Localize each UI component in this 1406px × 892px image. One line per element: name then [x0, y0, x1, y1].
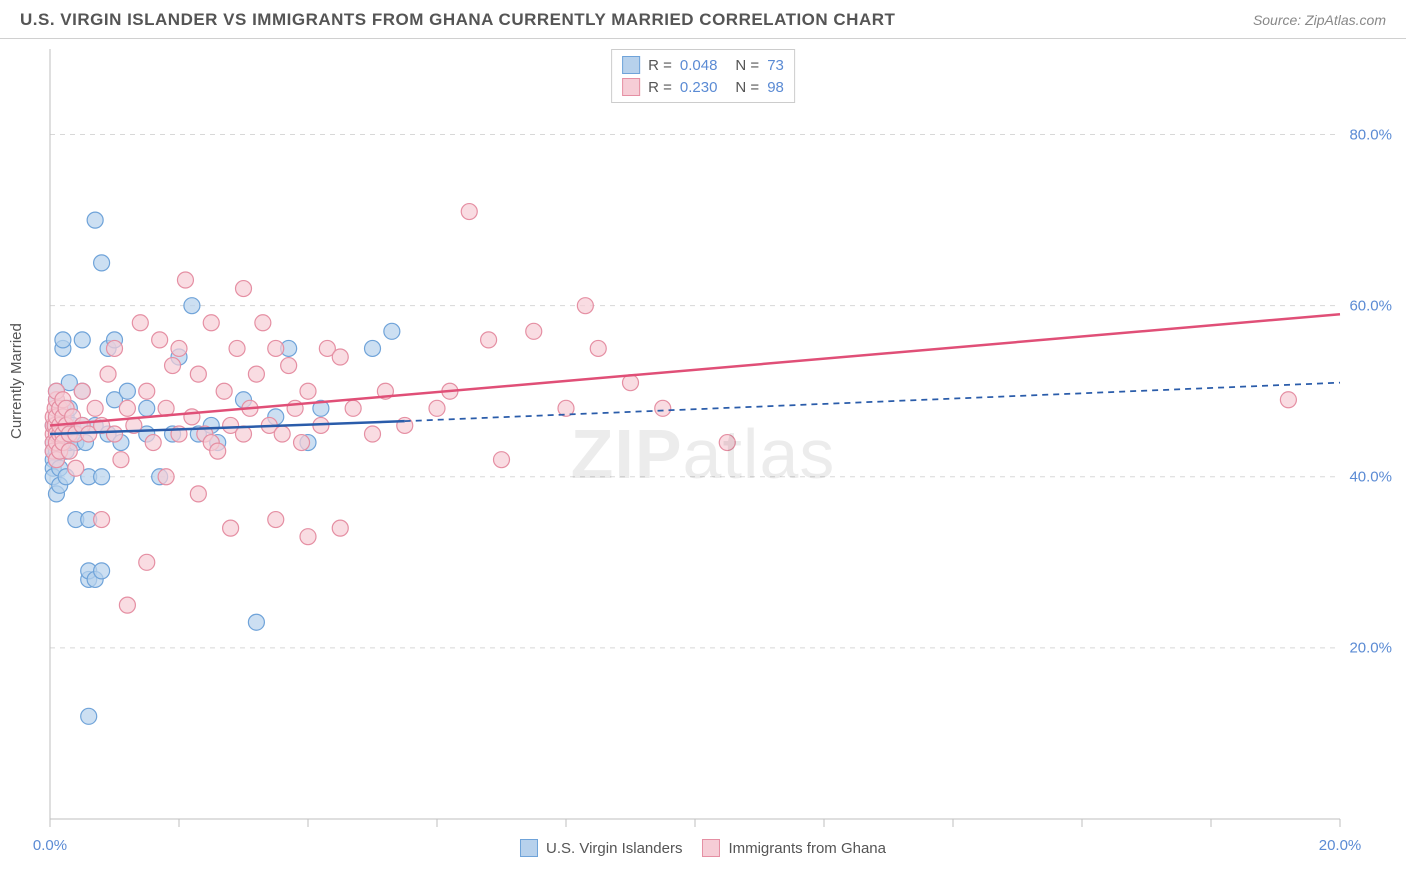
- y-axis-label: Currently Married: [8, 323, 25, 439]
- y-tick-label: 80.0%: [1349, 126, 1392, 143]
- scatter-plot-svg: [0, 39, 1406, 869]
- chart-header: U.S. VIRGIN ISLANDER VS IMMIGRANTS FROM …: [0, 0, 1406, 39]
- n-label: N =: [735, 57, 759, 74]
- x-tick-label: 0.0%: [33, 837, 67, 854]
- y-tick-label: 20.0%: [1349, 639, 1392, 656]
- series-legend: U.S. Virgin Islanders Immigrants from Gh…: [520, 839, 886, 857]
- y-tick-label: 40.0%: [1349, 468, 1392, 485]
- swatch-series1: [622, 56, 640, 74]
- r-value-series2: 0.230: [680, 79, 718, 96]
- legend-item-series1: U.S. Virgin Islanders: [520, 839, 682, 857]
- series1-name: U.S. Virgin Islanders: [546, 840, 682, 857]
- r-label: R =: [648, 79, 672, 96]
- swatch-series2: [702, 839, 720, 857]
- chart-source: Source: ZipAtlas.com: [1253, 12, 1386, 28]
- series2-name: Immigrants from Ghana: [728, 840, 886, 857]
- y-tick-label: 60.0%: [1349, 297, 1392, 314]
- chart-container: Currently Married R = 0.048 N = 73 R = 0…: [0, 39, 1406, 869]
- n-value-series1: 73: [767, 57, 784, 74]
- legend-row-series1: R = 0.048 N = 73: [622, 54, 784, 76]
- r-value-series1: 0.048: [680, 57, 718, 74]
- correlation-legend: R = 0.048 N = 73 R = 0.230 N = 98: [611, 49, 795, 103]
- chart-title: U.S. VIRGIN ISLANDER VS IMMIGRANTS FROM …: [20, 10, 895, 30]
- n-label: N =: [735, 79, 759, 96]
- swatch-series2: [622, 78, 640, 96]
- legend-item-series2: Immigrants from Ghana: [702, 839, 886, 857]
- n-value-series2: 98: [767, 79, 784, 96]
- x-tick-label: 20.0%: [1319, 837, 1362, 854]
- legend-row-series2: R = 0.230 N = 98: [622, 76, 784, 98]
- r-label: R =: [648, 57, 672, 74]
- swatch-series1: [520, 839, 538, 857]
